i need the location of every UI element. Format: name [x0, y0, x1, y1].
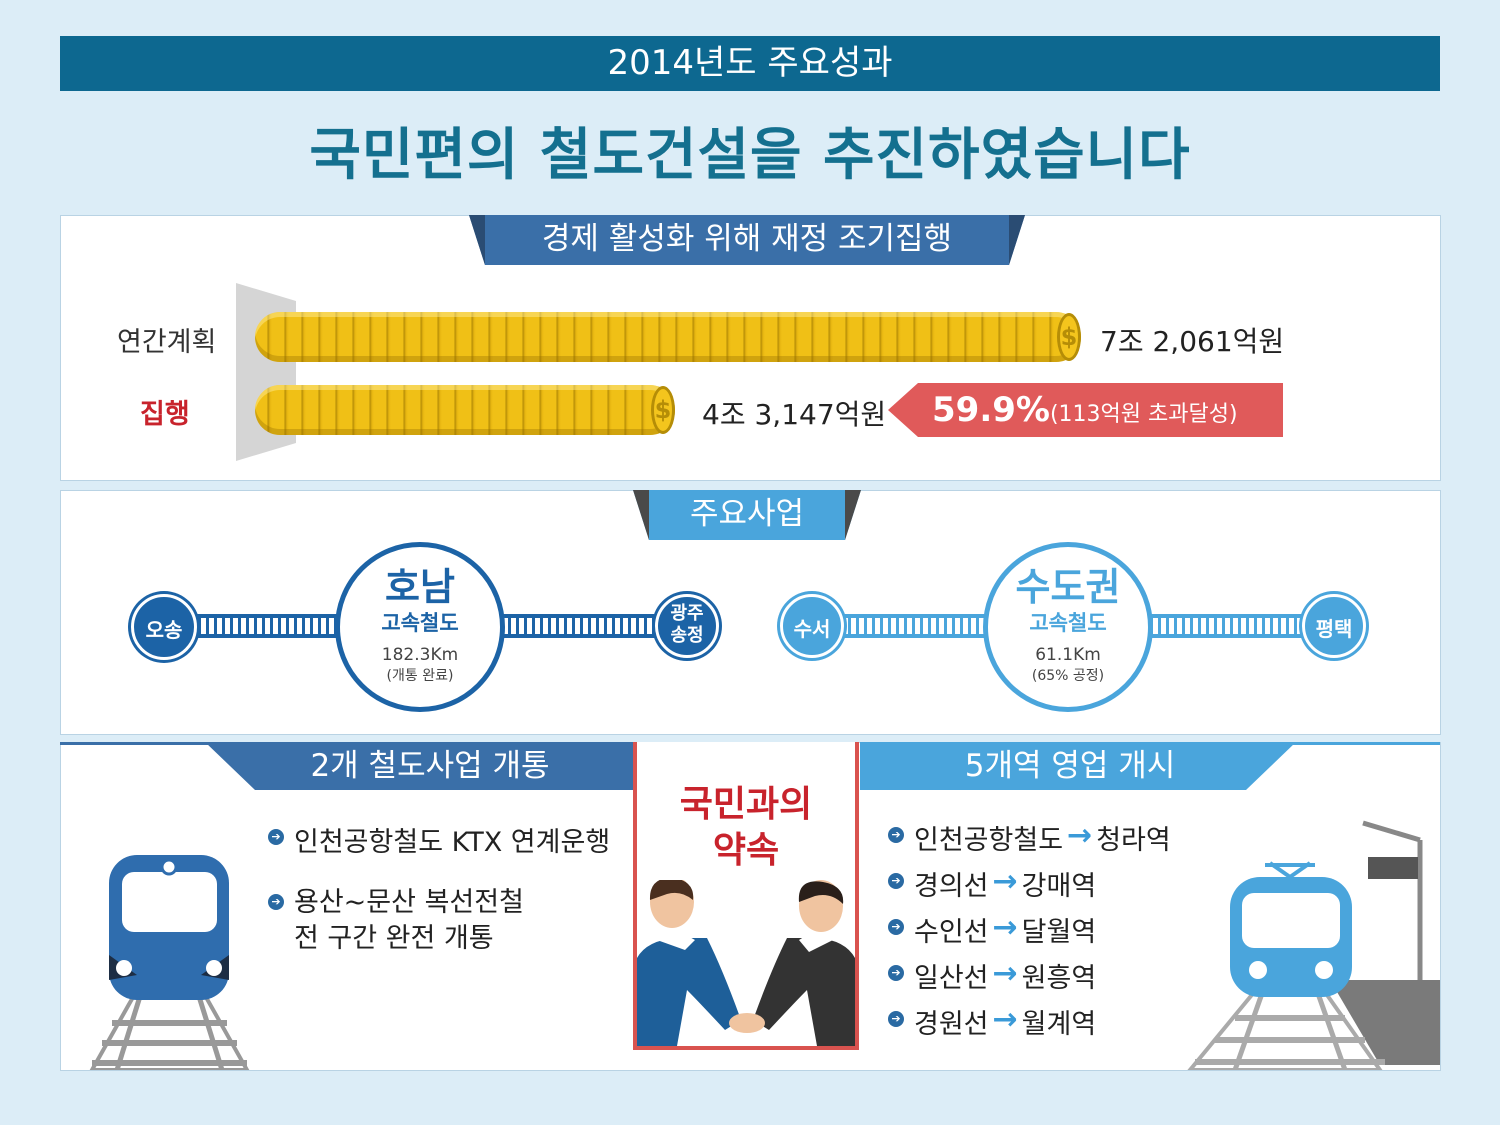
projects-title: 주요사업 — [689, 496, 805, 532]
station-item: ➔ 경원선 → 월계역 — [888, 1002, 1171, 1048]
opening-list: ➔ 인천공항철도 KTX 연계운행 ➔ 용산~문산 복선전철 전 구간 완전 개… — [268, 820, 628, 957]
capital-circle: 수도권 고속철도 61.1Km (65% 공정) — [983, 542, 1153, 712]
station-item: ➔ 일산선 → 원흥역 — [888, 956, 1171, 1002]
opening-item-text: 용산~문산 복선전철 전 구간 완전 개통 — [294, 887, 524, 954]
station-line: 경원선 — [914, 1009, 989, 1040]
stations-tab-shape — [860, 742, 1296, 790]
capital-length: 61.1Km — [1035, 645, 1101, 665]
station-item: ➔ 수인선 → 달월역 — [888, 910, 1171, 956]
station-train-icon — [1187, 820, 1440, 1070]
station-line: 일산선 — [914, 963, 989, 994]
top-banner: 2014년도 주요성과 — [60, 36, 1440, 91]
projects-tab-shape — [633, 490, 861, 540]
opening-item: ➔ 인천공항철도 KTX 연계운행 — [268, 820, 628, 859]
page-headline: 국민편의 철도건설을 추진하였습니다 — [309, 123, 1191, 188]
exec-coin-icon: $ — [651, 386, 675, 434]
rate-badge-shape — [888, 383, 1283, 437]
station-gwangju: 광주 송정 — [655, 594, 719, 658]
plan-value: 7조 2,061억원 — [1100, 325, 1285, 358]
station-osong: 오송 — [131, 594, 197, 660]
plan-coin-bar — [255, 312, 1081, 362]
station-item: ➔ 경의선 → 강매역 — [888, 864, 1171, 910]
station-item: ➔ 인천공항철도 → 청라역 — [888, 818, 1171, 864]
rate-badge: 59.9%(113억원 초과달성) — [932, 383, 1238, 437]
arrow-right-icon: → — [992, 864, 1018, 899]
station-name: 강매역 — [1021, 871, 1097, 902]
promise-title: 국민과의 약속 — [679, 784, 813, 871]
opening-tab-shape — [205, 742, 636, 790]
station-pyeongtaek: 평택 — [1302, 594, 1366, 658]
honam-track-right — [500, 614, 665, 638]
station-line: 수인선 — [914, 917, 989, 948]
bullet-arrow-icon: ➔ — [888, 919, 904, 935]
rate-note: (113억원 초과달성) — [1049, 402, 1238, 427]
exec-coin-bar — [255, 385, 675, 435]
rate-value: 59.9% — [932, 390, 1050, 430]
exec-label: 집행 — [140, 399, 190, 430]
plan-label: 연간계획 — [117, 327, 217, 358]
capital-type: 고속철도 — [1029, 611, 1107, 635]
station-name: 청라역 — [1096, 825, 1171, 856]
budget-tab-shape — [469, 215, 1025, 265]
capital-name: 수도권 — [1015, 565, 1121, 609]
honam-status: (개통 완료) — [386, 668, 454, 684]
bullet-arrow-icon: ➔ — [888, 827, 904, 843]
bullet-arrow-icon: ➔ — [888, 873, 904, 889]
arrow-right-icon: → — [1067, 818, 1093, 853]
bar-stand — [236, 283, 296, 461]
honam-track-left — [190, 614, 340, 638]
exec-value: 4조 3,147억원 — [702, 398, 887, 431]
arrow-right-icon: → — [992, 1002, 1018, 1037]
bullet-arrow-icon: ➔ — [888, 1011, 904, 1027]
honam-name: 호남 — [385, 565, 455, 609]
stations-title: 5개역 영업 개시 — [964, 748, 1176, 784]
honam-length: 182.3Km — [381, 645, 459, 665]
arrow-right-icon: → — [992, 956, 1018, 991]
train-front-icon — [89, 855, 250, 1070]
capital-track-right — [1150, 614, 1310, 638]
station-name: 달월역 — [1021, 917, 1097, 948]
opening-item-text: 인천공항철도 KTX 연계운행 — [294, 827, 611, 858]
stations-list: ➔ 인천공항철도 → 청라역 ➔ 경의선 → 강매역 ➔ 수인선 → 달월역 ➔ 일산선 → 원… — [888, 818, 1171, 1048]
handshake-icon — [637, 880, 855, 1046]
honam-circle: 호남 고속철도 182.3Km (개통 완료) — [335, 542, 505, 712]
bullet-arrow-icon: ➔ — [268, 894, 284, 910]
station-name: 월계역 — [1021, 1009, 1097, 1040]
plan-coin-icon: $ — [1057, 313, 1081, 361]
arrow-right-icon: → — [992, 910, 1018, 945]
capital-track-left — [840, 614, 990, 638]
station-line: 경의선 — [914, 871, 989, 902]
capital-status: (65% 공정) — [1031, 668, 1105, 684]
budget-title: 경제 활성화 위해 재정 조기집행 — [541, 221, 953, 257]
station-suseo: 수서 — [780, 594, 844, 658]
bullet-arrow-icon: ➔ — [268, 829, 284, 845]
opening-item: ➔ 용산~문산 복선전철 전 구간 완전 개통 — [268, 885, 628, 957]
station-name: 원흥역 — [1021, 963, 1097, 994]
honam-type: 고속철도 — [381, 611, 459, 635]
opening-title: 2개 철도사업 개통 — [310, 748, 550, 784]
bullet-arrow-icon: ➔ — [888, 965, 904, 981]
station-line: 인천공항철도 — [914, 825, 1064, 856]
